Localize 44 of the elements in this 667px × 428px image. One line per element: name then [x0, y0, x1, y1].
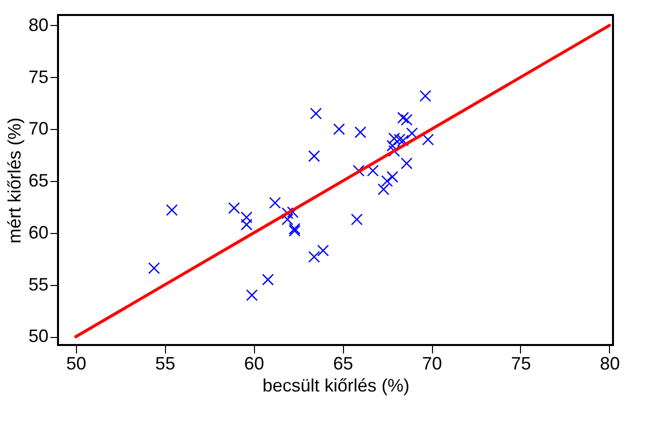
x-tick-label: 50 [66, 354, 86, 374]
x-axis-title: becsült kiőrlés (%) [262, 376, 410, 396]
point [422, 134, 434, 146]
point [262, 274, 274, 286]
point [166, 204, 178, 216]
point [240, 218, 252, 231]
y-axis-title: mért kiőrlés (%) [4, 117, 24, 244]
point [228, 202, 240, 214]
point [148, 262, 160, 274]
point [400, 158, 413, 170]
point [366, 164, 379, 177]
point [310, 108, 322, 120]
point [246, 289, 258, 302]
point [394, 134, 406, 146]
point [308, 250, 320, 263]
x-tick-label: 60 [244, 354, 264, 374]
x-tick-label: 75 [510, 354, 532, 374]
x-tick-label: 80 [600, 354, 620, 374]
point [388, 145, 400, 157]
point [269, 196, 281, 209]
point [308, 150, 320, 162]
y-tick-label: 55 [28, 274, 48, 294]
y-tick-label: 75 [28, 66, 48, 87]
x-tick-label: 55 [155, 354, 176, 374]
x-tick-label: 65 [333, 354, 354, 374]
point [386, 170, 398, 183]
x-tick-label: 70 [422, 354, 442, 374]
point [381, 175, 393, 187]
point [240, 211, 252, 224]
y-tick-label: 70 [28, 118, 48, 139]
point [286, 206, 299, 218]
y-tick-label: 80 [28, 14, 48, 35]
point [400, 114, 413, 126]
point [378, 183, 390, 196]
point [397, 112, 409, 124]
point [282, 214, 294, 226]
point [354, 126, 366, 138]
y-tick-label: 65 [28, 170, 48, 191]
point [333, 123, 345, 136]
y-tick-label: 50 [28, 326, 48, 346]
point [350, 214, 363, 226]
y-tick-label: 60 [28, 222, 48, 242]
point [317, 244, 329, 256]
point [419, 90, 432, 102]
